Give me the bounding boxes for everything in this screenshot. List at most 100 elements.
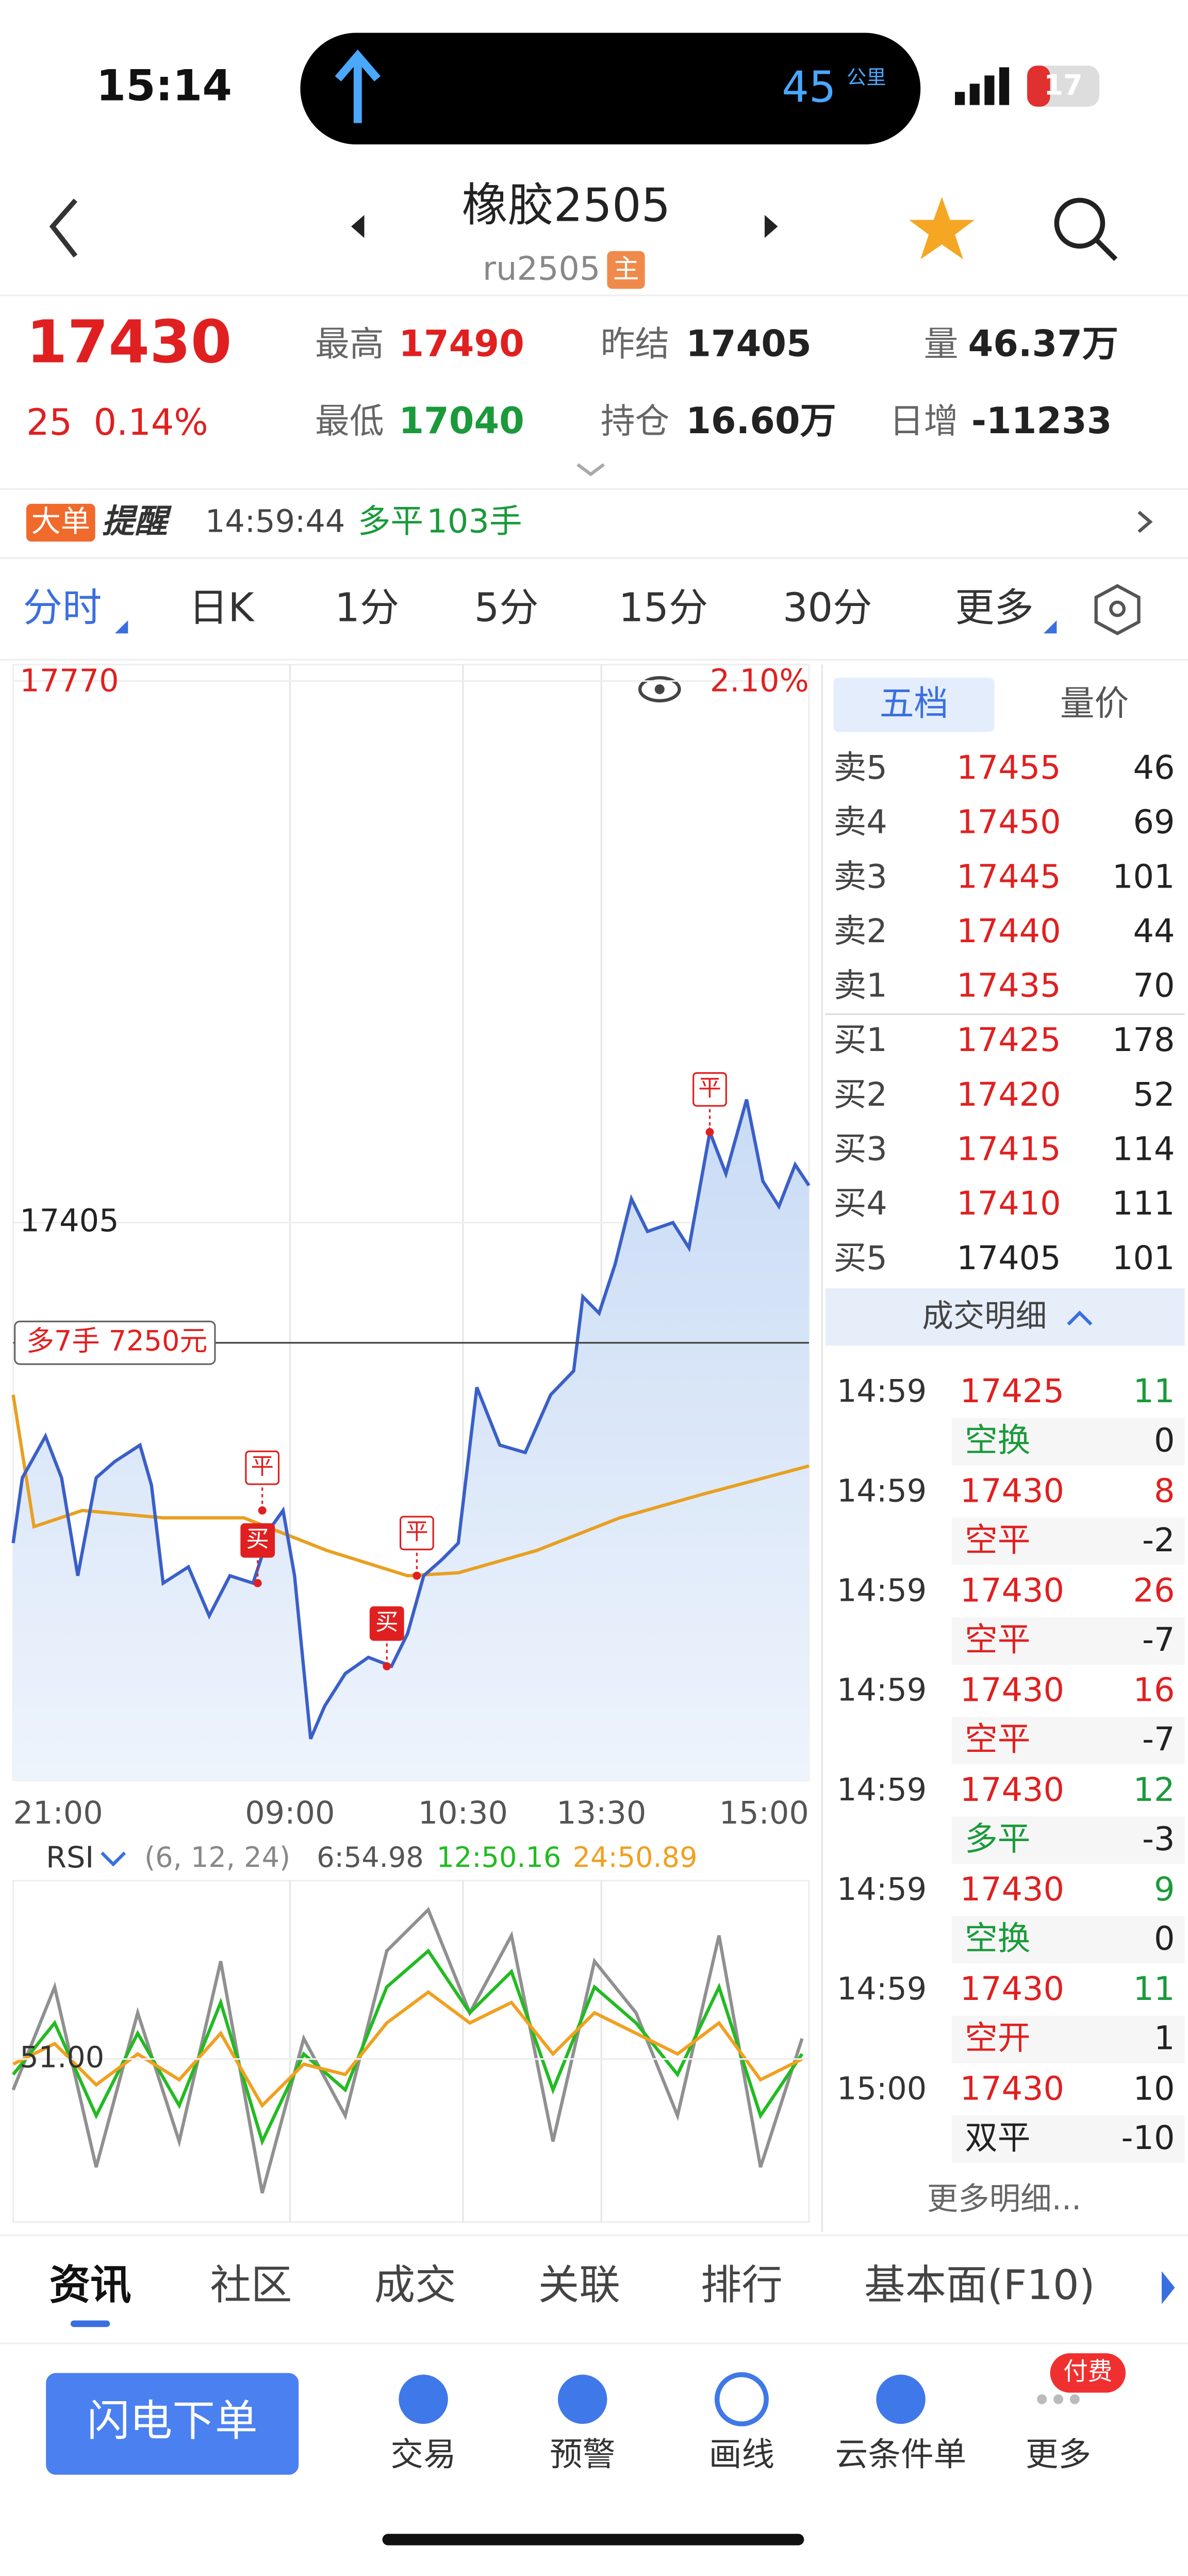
info-tab[interactable]: 关联 xyxy=(538,2261,620,2309)
trade-time: 14:59 xyxy=(837,1473,927,1509)
period-tab[interactable]: 分时 xyxy=(23,585,102,631)
pct-label: 2.10% xyxy=(710,663,809,699)
book-side: 买3 xyxy=(834,1130,887,1169)
tabs-scroll[interactable] xyxy=(1162,2271,1175,2304)
y-tick-label: 17405 xyxy=(20,1203,119,1239)
book-price: 17435 xyxy=(956,967,1061,1005)
toolbar-icon[interactable] xyxy=(1053,2394,1064,2404)
info-tab[interactable]: 社区 xyxy=(210,2261,292,2309)
toolbar-icon[interactable] xyxy=(557,2374,607,2424)
period-tab[interactable]: 15分 xyxy=(619,585,708,631)
book-volume: 46 xyxy=(1133,749,1175,787)
trade-type-bg xyxy=(951,1617,1185,1665)
toolbar-icon[interactable] xyxy=(1069,2394,1080,2404)
toolbar-icon[interactable] xyxy=(714,2372,769,2426)
marker-label: 平 xyxy=(405,1518,428,1545)
marker-box xyxy=(399,1516,434,1551)
toolbar-label[interactable]: 更多 xyxy=(1026,2436,1091,2474)
toolbar-icon[interactable] xyxy=(1037,2394,1047,2404)
book-volume: 178 xyxy=(1112,1021,1175,1059)
stat-label: 量 xyxy=(924,324,959,364)
period-tab[interactable]: 更多 xyxy=(955,585,1034,631)
trade-time: 14:59 xyxy=(837,1772,927,1808)
trades-collapse[interactable] xyxy=(1067,1310,1093,1326)
book-volume: 101 xyxy=(1112,1239,1175,1277)
period-tab[interactable]: 日K xyxy=(189,585,255,631)
period-tab[interactable]: 1分 xyxy=(335,585,399,631)
toolbar-label[interactable]: 预警 xyxy=(550,2436,615,2474)
quick-order-button[interactable] xyxy=(46,2373,299,2475)
toolbar-label[interactable]: 画线 xyxy=(709,2436,774,2474)
favorite-star[interactable] xyxy=(909,196,975,259)
stat-label: 最低 xyxy=(315,401,384,441)
position-label-box xyxy=(14,1320,216,1365)
info-tab[interactable]: 成交 xyxy=(374,2261,456,2309)
trade-type-bg xyxy=(951,1916,1185,1964)
toolbar-icon[interactable] xyxy=(876,2374,926,2424)
alert-qty: 103手 xyxy=(426,503,522,541)
marker-dot xyxy=(705,1128,714,1137)
marker-dot xyxy=(383,1662,391,1670)
legend-entry: 12:50.16 xyxy=(437,1841,562,1874)
book-tab[interactable]: 量价 xyxy=(1060,683,1129,724)
toolbar-label[interactable]: 云条件单 xyxy=(835,2436,967,2474)
home-indicator xyxy=(382,2534,804,2546)
expand-chevron[interactable] xyxy=(576,463,605,477)
book-side: 买2 xyxy=(834,1076,887,1114)
book-tab[interactable]: 五档 xyxy=(880,683,949,724)
legend-entry: 6:54.98 xyxy=(317,1841,423,1874)
book-price: 17440 xyxy=(956,912,1061,950)
toolbar-icon[interactable] xyxy=(399,2374,448,2424)
x-tick-label: 10:30 xyxy=(418,1795,508,1831)
trade-price: 17430 xyxy=(960,1771,1064,1809)
clock: 15:14 xyxy=(96,60,232,110)
trade-time: 14:59 xyxy=(837,1971,927,2007)
info-tab[interactable]: 基本面(F10) xyxy=(864,2261,1095,2309)
trade-time: 14:59 xyxy=(837,1672,927,1709)
trades-title[interactable]: 成交明细 xyxy=(922,1298,1047,1334)
alert-time: 14:59:44 xyxy=(205,504,345,540)
marker-label: 买 xyxy=(246,1525,269,1552)
book-side: 卖1 xyxy=(834,967,887,1005)
marker-box xyxy=(240,1523,275,1558)
trade-oi-change: 0 xyxy=(1154,1422,1175,1460)
trade-volume: 10 xyxy=(1133,2070,1175,2108)
book-price: 17450 xyxy=(956,803,1061,842)
book-volume: 69 xyxy=(1133,803,1175,842)
alert-tag2: 提醒 xyxy=(102,503,172,541)
marker-dot xyxy=(412,1571,421,1580)
book-side: 卖2 xyxy=(834,912,887,950)
legend-entry: 24:50.89 xyxy=(573,1841,698,1874)
search-button[interactable] xyxy=(1054,198,1118,261)
period-tab[interactable]: 5分 xyxy=(474,585,539,631)
rsi-title: RSI xyxy=(46,1840,94,1875)
trade-type: 空开 xyxy=(965,2020,1030,2058)
rsi-params: (6, 12, 24) xyxy=(144,1841,290,1874)
settings-icon[interactable] xyxy=(1094,584,1141,635)
back-button[interactable] xyxy=(49,199,78,258)
prev-button[interactable] xyxy=(351,215,365,238)
next-button[interactable] xyxy=(764,215,778,238)
nav-arrow xyxy=(335,49,381,123)
eye-icon[interactable] xyxy=(638,676,681,702)
info-tab[interactable]: 资讯 xyxy=(50,2261,131,2309)
trade-oi-change: -7 xyxy=(1142,1720,1175,1759)
position-label: 多7手 7250元 xyxy=(26,1324,207,1357)
toolbar-label[interactable]: 交易 xyxy=(390,2436,456,2474)
speed-unit: 公里 xyxy=(847,67,886,89)
rsi-line xyxy=(12,1948,804,2146)
book-volume: 44 xyxy=(1133,912,1175,950)
more-trades[interactable]: 更多明细... xyxy=(927,2181,1081,2217)
stat-value: 16.60万 xyxy=(686,400,836,442)
stat-value: -11233 xyxy=(971,400,1112,442)
marker-dot xyxy=(253,1579,262,1587)
alert-more[interactable] xyxy=(1137,511,1153,533)
rsi-dropdown[interactable] xyxy=(101,1851,126,1867)
period-tab[interactable]: 30分 xyxy=(783,585,872,631)
book-side: 卖3 xyxy=(834,858,887,896)
marker-dot xyxy=(258,1506,267,1515)
trade-oi-change: -3 xyxy=(1142,1820,1175,1858)
info-tab[interactable]: 排行 xyxy=(701,2261,783,2309)
x-tick-label: 09:00 xyxy=(245,1795,335,1831)
book-side: 卖4 xyxy=(834,803,887,842)
